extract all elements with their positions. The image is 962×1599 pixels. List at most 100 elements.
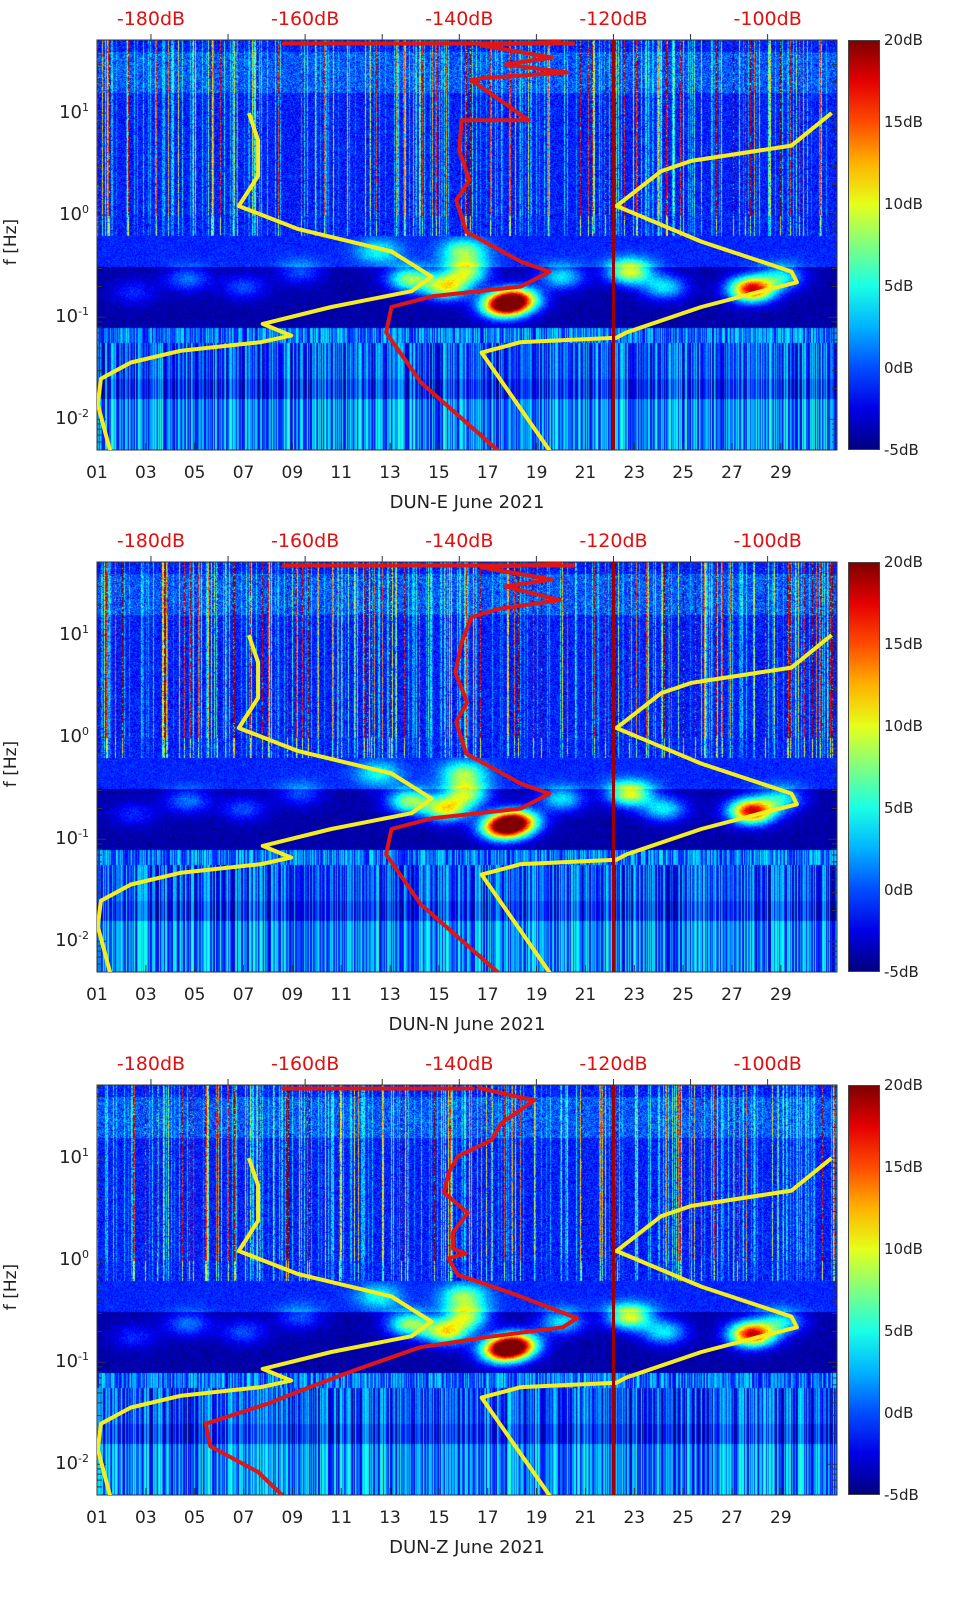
colorbar-tick-label: 0dB: [884, 881, 914, 899]
top-db-tick-label: -100dB: [733, 8, 802, 30]
x-tick-label: 17: [476, 1508, 499, 1528]
x-tick-label: 19: [525, 1508, 548, 1528]
x-tick-label: 11: [330, 1508, 353, 1528]
colorbar-tick-label: 5dB: [884, 1322, 914, 1340]
colorbar-tick-label: 20dB: [884, 31, 923, 49]
top-db-tick-label: -160dB: [271, 1053, 340, 1075]
top-db-tick-label: -180dB: [116, 8, 186, 30]
top-db-tick-label: -100dB: [733, 530, 802, 552]
x-tick-label: 07: [232, 463, 255, 483]
colorbar-tick-label: -5dB: [884, 963, 919, 981]
x-tick-label: 03: [135, 985, 157, 1005]
low-noise-model-line: [97, 634, 434, 972]
colorbar-tick-label: 0dB: [884, 359, 914, 377]
x-tick-label: 15: [428, 1508, 450, 1528]
colorbar-tick-label: 10dB: [884, 1240, 923, 1258]
y-tick-label: 101: [59, 622, 89, 645]
colorbar: [848, 40, 880, 450]
x-tick-label: 29: [770, 985, 792, 1005]
x-tick-label: 13: [379, 985, 401, 1005]
x-tick-label: 27: [721, 463, 743, 483]
x-tick-label: 11: [330, 985, 353, 1005]
x-tick-label: 09: [281, 463, 304, 483]
top-db-tick-label: -120dB: [579, 1053, 648, 1075]
y-tick-label: 100: [59, 1248, 89, 1271]
x-tick-label: 29: [770, 1508, 792, 1528]
top-db-tick-label: -160dB: [271, 8, 340, 30]
station-psd-line: [203, 1085, 580, 1495]
high-noise-model-line: [479, 111, 833, 450]
x-tick-label: 13: [379, 1508, 401, 1528]
colorbar-tick-label: -5dB: [884, 1486, 919, 1504]
axes-frame: [96, 1084, 838, 1496]
x-tick-label: 27: [721, 985, 743, 1005]
colorbar-tick-label: 10dB: [884, 195, 923, 213]
colorbar-tick-label: 0dB: [884, 1404, 914, 1422]
x-tick-label: 01: [86, 463, 108, 483]
x-tick-label: 03: [135, 463, 157, 483]
axes-frame: [96, 39, 838, 451]
overlay-curves: [96, 556, 838, 973]
y-tick-label: 100: [59, 203, 89, 226]
top-db-tick-label: -100dB: [733, 1053, 802, 1075]
axes-frame: [96, 561, 838, 973]
spectrogram-plot-area: [96, 556, 838, 973]
x-tick-label: 23: [623, 1508, 646, 1528]
x-tick-label: 03: [135, 1508, 157, 1528]
top-db-tick-label: -140dB: [425, 1053, 494, 1075]
x-tick-label: 21: [574, 1508, 597, 1528]
y-tick-label: 101: [59, 100, 89, 123]
colorbar-tick-label: -5dB: [884, 441, 919, 459]
overlay-curves: [96, 1079, 838, 1496]
x-tick-label: 19: [525, 985, 548, 1005]
x-tick-label: 15: [428, 985, 450, 1005]
spectrogram-plot-area: [96, 1079, 838, 1496]
x-tick-label: 17: [476, 985, 499, 1005]
colorbar-tick-label: 20dB: [884, 1076, 923, 1094]
top-db-tick-label: -140dB: [425, 8, 494, 30]
y-tick-label: 10-2: [55, 1452, 89, 1475]
x-tick-label: 23: [623, 463, 646, 483]
colorbar-tick-label: 15dB: [884, 1158, 923, 1176]
y-tick-label: 10-1: [55, 827, 89, 850]
x-tick-label: 29: [770, 463, 792, 483]
x-tick-label: 21: [574, 985, 597, 1005]
x-tick-label: 09: [281, 985, 304, 1005]
colorbar-tick-label: 5dB: [884, 799, 914, 817]
top-db-tick-label: -120dB: [579, 8, 648, 30]
top-db-tick-label: -160dB: [271, 530, 340, 552]
x-tick-label: 13: [379, 463, 401, 483]
y-tick-label: 10-2: [55, 407, 89, 430]
overlay-curves: [96, 34, 838, 451]
x-tick-label: 01: [86, 1508, 108, 1528]
colorbar-tick-label: 20dB: [884, 553, 923, 571]
station-psd-line: [384, 562, 562, 972]
x-tick-label: 07: [232, 985, 255, 1005]
x-tick-label: 25: [672, 463, 694, 483]
x-tick-label: 09: [281, 1508, 304, 1528]
spectrogram-panel-north: -5dB 0dB 5dB 10dB 15dB 20dB 101 100 10-1 10-2 01 03…: [0, 522, 962, 1044]
x-tick-label: 25: [672, 985, 694, 1005]
y-tick-label: 10-1: [55, 1350, 89, 1373]
y-tick-label: 100: [59, 725, 89, 748]
x-tick-label: 05: [183, 463, 206, 483]
colorbar: [848, 1085, 880, 1495]
y-tick-label: 10-2: [55, 929, 89, 952]
y-axis-label: f [Hz]: [1, 218, 22, 266]
x-axis-label: DUN-E June 2021: [389, 492, 545, 513]
x-tick-label: 01: [86, 985, 108, 1005]
colorbar-tick-label: 10dB: [884, 717, 923, 735]
x-tick-label: 25: [672, 1508, 694, 1528]
top-db-tick-label: -120dB: [579, 530, 648, 552]
x-tick-label: 17: [476, 463, 499, 483]
spectrogram-panel-east: -5dB 0dB 5dB 10dB 15dB 20dB 101 100 10-1 10-2 01 03…: [0, 0, 962, 522]
high-noise-model-line: [479, 633, 833, 972]
x-tick-label: 05: [183, 1508, 206, 1528]
x-tick-label: 27: [721, 1508, 743, 1528]
colorbar-tick-label: 15dB: [884, 113, 923, 131]
colorbar: [848, 562, 880, 972]
x-axis-label: DUN-N June 2021: [388, 1014, 546, 1035]
y-axis-label: f [Hz]: [1, 1263, 22, 1311]
colorbar-tick-label: 15dB: [884, 635, 923, 653]
x-tick-label: 19: [525, 463, 548, 483]
